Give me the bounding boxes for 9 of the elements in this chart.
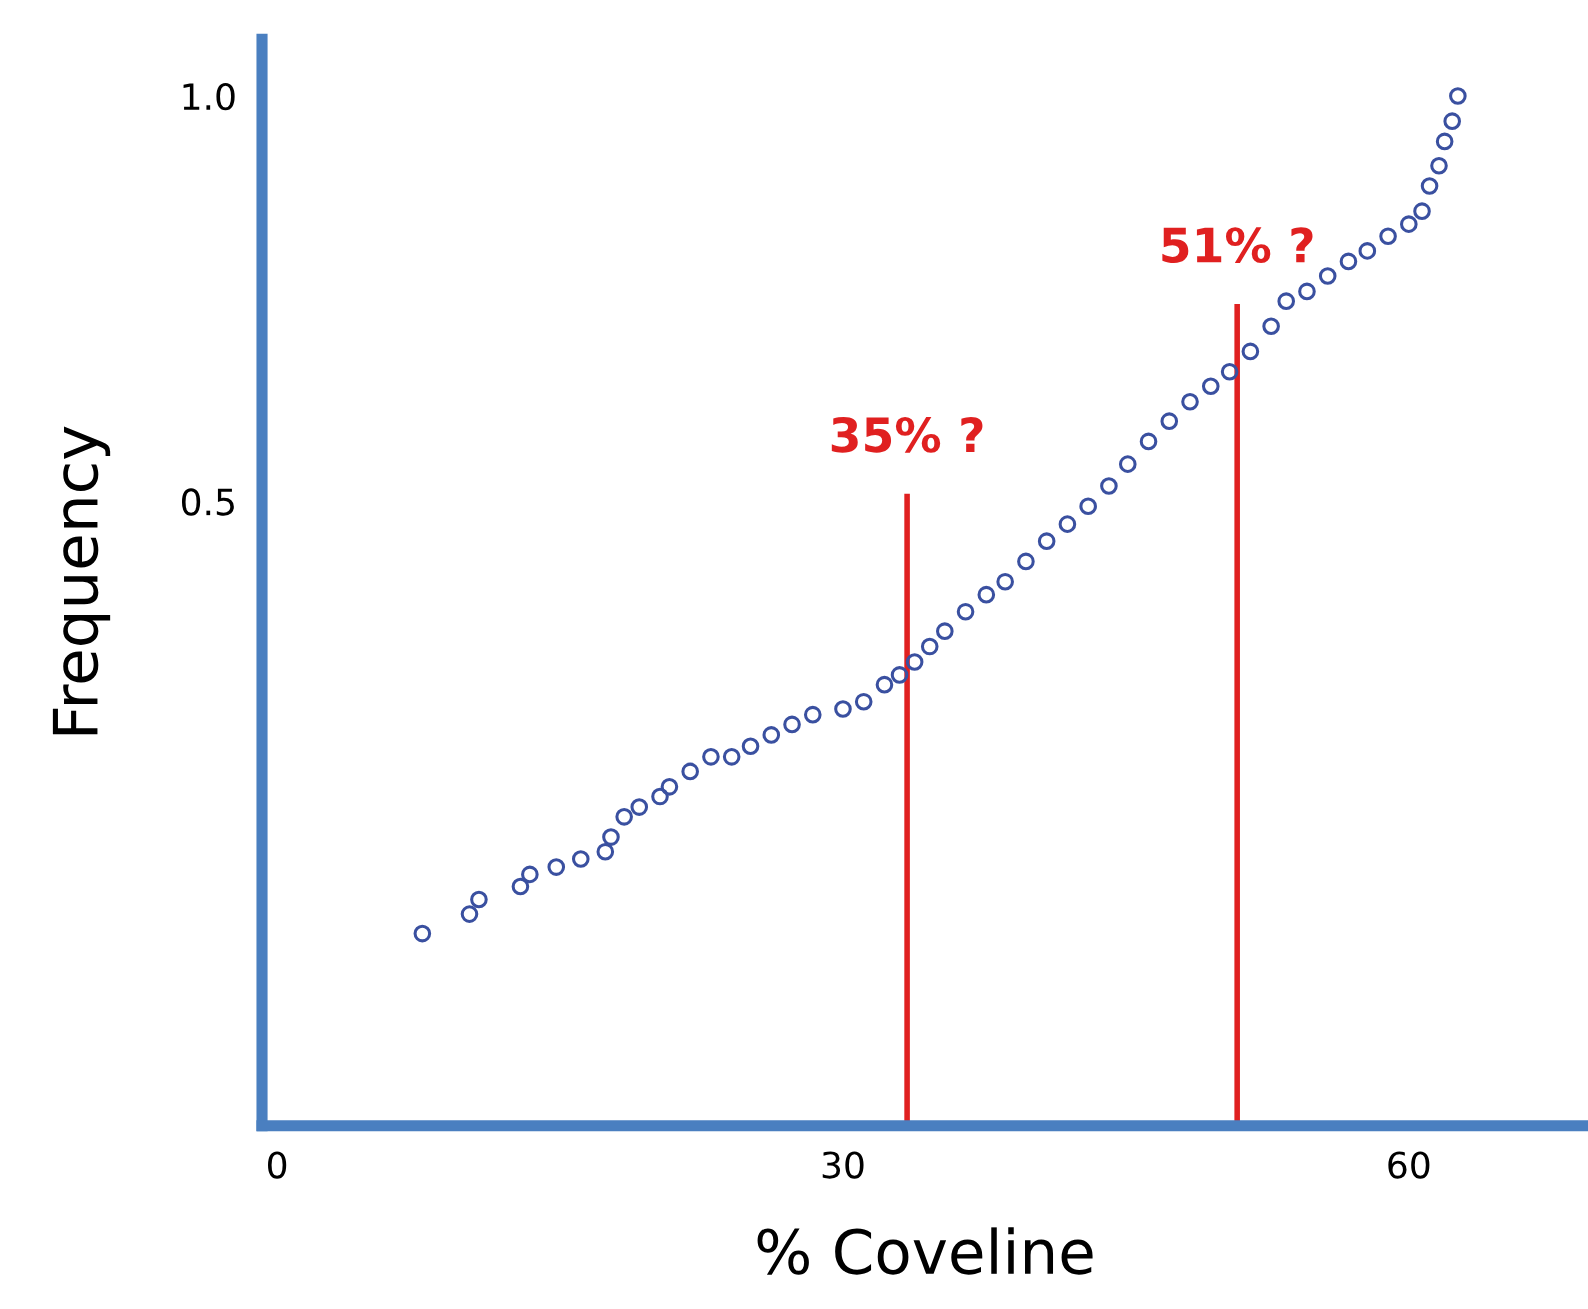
x-tick-label: 60: [1388, 1151, 1430, 1179]
annotation: 35% ?: [831, 416, 983, 453]
x-tick-label: 30: [822, 1151, 864, 1179]
x-axis-title: % Coveline: [757, 1227, 1093, 1275]
y-axis-title: Frequency: [52, 426, 111, 735]
annotation: 51% ?: [1162, 227, 1313, 263]
y-tick-label: 0.5: [181, 488, 234, 516]
y-tick-label: 1.0: [183, 82, 235, 111]
x-tick-label: 0: [268, 1151, 287, 1179]
